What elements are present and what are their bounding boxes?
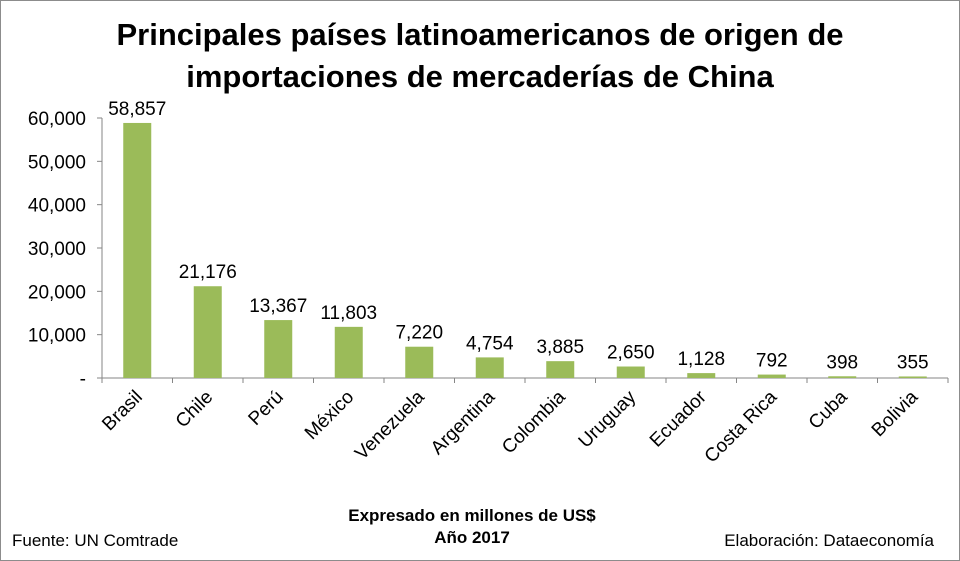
bar-uruguay	[616, 366, 645, 378]
y-tick-label: 60,000	[28, 109, 86, 130]
data-label: 792	[756, 351, 788, 372]
bar-venezuela	[405, 346, 434, 378]
y-tick-label: -	[80, 369, 86, 390]
bar-chile	[193, 286, 222, 378]
category-label: Brasil	[98, 387, 146, 435]
data-label: 13,367	[249, 296, 307, 317]
y-tick-label: 50,000	[28, 152, 86, 173]
data-label: 2,650	[607, 343, 655, 364]
data-label: 355	[897, 352, 929, 373]
data-label: 58,857	[108, 99, 166, 120]
bar-brasil	[123, 122, 152, 378]
data-label: 7,220	[395, 323, 443, 344]
chart-title-line-1: Principales países latinoamericanos de o…	[116, 17, 844, 52]
y-tick-label: 10,000	[28, 326, 86, 347]
y-tick-label: 20,000	[28, 282, 86, 303]
category-label: Bolivia	[868, 386, 923, 441]
bar-méxico	[334, 326, 363, 378]
chart-title: Principales países latinoamericanos de o…	[0, 14, 960, 98]
x-axis-label-line-1: Expresado en millones de US$	[348, 506, 596, 525]
source-note: Fuente: UN Comtrade	[12, 531, 179, 550]
category-label: Colombia	[498, 386, 570, 458]
data-label: 398	[826, 352, 858, 373]
category-label: Chile	[172, 387, 217, 432]
author-note: Elaboración: Dataeconomía	[724, 531, 934, 550]
category-label: Uruguay	[575, 386, 641, 452]
category-label: Perú	[245, 387, 288, 430]
category-label: Argentina	[427, 386, 500, 459]
data-label: 1,128	[677, 349, 725, 370]
data-label: 21,176	[179, 262, 237, 283]
bar-argentina	[475, 357, 504, 378]
x-axis-label-line-2: Año 2017	[434, 528, 510, 547]
y-tick-label: 30,000	[28, 239, 86, 260]
y-tick-label: 40,000	[28, 196, 86, 217]
bar-bolivia	[898, 376, 927, 378]
category-label: Cuba	[805, 386, 852, 433]
bar-colombia	[546, 361, 575, 378]
bar-ecuador	[687, 373, 716, 378]
category-label: México	[301, 387, 358, 444]
data-label: 4,754	[466, 333, 514, 354]
bar-costa-rica	[757, 374, 786, 378]
category-label: Ecuador	[646, 386, 711, 451]
bar-cuba	[828, 376, 857, 378]
category-label: Costa Rica	[701, 386, 782, 467]
category-label: Venezuela	[351, 386, 429, 464]
data-label: 11,803	[320, 303, 377, 324]
bar-perú	[264, 320, 293, 378]
x-axis-label: Expresado en millones de US$ Año 2017	[0, 505, 944, 549]
data-label: 3,885	[536, 337, 584, 358]
chart-title-line-2: importaciones de mercaderías de China	[186, 59, 774, 94]
